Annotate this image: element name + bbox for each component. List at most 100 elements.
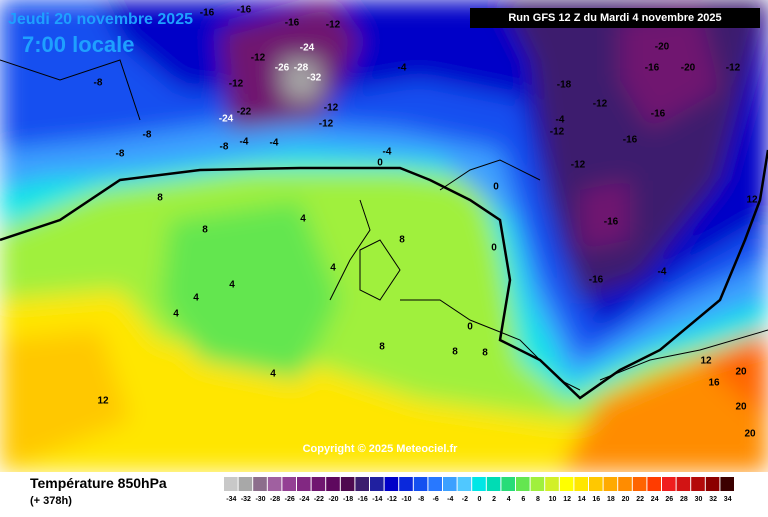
contour-label: -16: [645, 63, 660, 74]
contour-label: -12: [319, 119, 334, 130]
legend-label: -18: [343, 496, 353, 503]
legend-label: 0: [478, 496, 482, 503]
legend-swatch: [530, 477, 545, 491]
contour-label: -24: [219, 114, 234, 125]
contour-label: 0: [377, 158, 383, 169]
contour-label: 20: [735, 402, 747, 413]
legend-label: -4: [447, 496, 453, 503]
legend-swatch: [486, 477, 501, 491]
contour-label: -8: [220, 142, 229, 153]
legend-swatch: [705, 477, 720, 491]
legend-swatch: [618, 477, 632, 491]
contour-label: 4: [229, 280, 235, 291]
contour-label: 0: [493, 182, 499, 193]
contour-label: 20: [735, 367, 747, 378]
legend-swatch: [326, 477, 340, 491]
contour-label: 0: [491, 243, 497, 254]
legend-label: 10: [549, 496, 557, 503]
contour-label: 16: [708, 378, 720, 389]
contour-label: -18: [557, 80, 572, 91]
legend-swatch: [399, 477, 413, 491]
legend-label: 8: [536, 496, 540, 503]
legend-label: 34: [724, 496, 732, 503]
contour-label: -12: [251, 53, 266, 64]
legend-swatch: [224, 477, 238, 491]
contour-label: -26: [275, 63, 290, 74]
legend-swatch: [545, 477, 559, 491]
contour-label: -20: [655, 42, 670, 53]
contour-label: -16: [237, 5, 252, 16]
contour-label: -8: [143, 130, 152, 141]
legend-label: -12: [387, 496, 397, 503]
legend-label: 26: [665, 496, 673, 503]
legend-swatch: [516, 477, 530, 491]
legend-swatch: [384, 477, 399, 491]
legend-label: -14: [372, 496, 382, 503]
legend-swatch: [632, 477, 647, 491]
time: 7:00 locale: [22, 32, 135, 57]
legend-label: -20: [328, 496, 338, 503]
legend-swatch: [603, 477, 618, 491]
contour-label: -8: [116, 149, 125, 160]
legend-swatch: [691, 477, 705, 491]
contour-label: -12: [593, 99, 608, 110]
contour-label: 12: [700, 356, 712, 367]
contour-label: 8: [379, 342, 385, 353]
contour-label: -12: [571, 160, 586, 171]
contour-label: -12: [229, 79, 244, 90]
contour-label: -22: [237, 107, 252, 118]
legend-swatch: [720, 477, 734, 491]
legend-swatch: [676, 477, 691, 491]
legend-label: 22: [636, 496, 644, 503]
legend-label: 28: [680, 496, 688, 503]
legend-label: 4: [507, 496, 511, 503]
legend-swatch: [443, 477, 457, 491]
legend-label: 32: [709, 496, 717, 503]
contour-label: 4: [173, 309, 179, 320]
legend-label: 12: [563, 496, 571, 503]
contour-label: 8: [202, 225, 208, 236]
legend-label: -26: [285, 496, 295, 503]
legend-swatch: [311, 477, 326, 491]
run-info: Run GFS 12 Z du Mardi 4 novembre 2025: [508, 12, 721, 24]
contour-label: 12: [97, 396, 109, 407]
contour-label: -4: [398, 63, 407, 74]
legend-swatch: [267, 477, 282, 491]
legend-swatch: [413, 477, 428, 491]
legend: -34 -32 -30 -28 -26 -24 -22 -20 -18 -16 -14 -12 -10-…: [224, 477, 734, 503]
contour-label: -12: [550, 127, 565, 138]
contour-label: 8: [452, 347, 458, 358]
temperature-field: [0, 0, 768, 472]
legend-label: 6: [521, 496, 525, 503]
zero-isotherm: [0, 149, 768, 400]
contour-label: -4: [658, 267, 667, 278]
contour-label: -28: [294, 63, 309, 74]
legend-label: 30: [695, 496, 703, 503]
contour-label: -16: [589, 275, 604, 286]
contour-label: 12: [746, 195, 758, 206]
legend-swatch: [355, 477, 369, 491]
run-box: [470, 8, 760, 28]
contour-label: 20: [744, 429, 756, 440]
legend-label: -16: [358, 496, 368, 503]
legend-label: -2: [462, 496, 468, 503]
legend-swatch: [501, 477, 515, 491]
legend-swatch: [282, 477, 296, 491]
contour-label: -8: [94, 78, 103, 89]
legend-label: 24: [651, 496, 659, 503]
contour-label: -4: [240, 137, 249, 148]
legend-swatch: [253, 477, 267, 491]
contour-label: -4: [383, 147, 392, 158]
contour-label: 0: [467, 322, 473, 333]
legend-swatch: [559, 477, 574, 491]
contour-label: 4: [270, 369, 276, 380]
date: Jeudi 20 novembre 2025: [8, 11, 193, 28]
legend-label: 2: [492, 496, 496, 503]
legend-swatch: [297, 477, 311, 491]
contour-label: 8: [157, 193, 163, 204]
legend-swatch: [589, 477, 603, 491]
contour-label: -16: [651, 109, 666, 120]
legend-swatch: [238, 477, 253, 491]
legend-swatch: [647, 477, 661, 491]
